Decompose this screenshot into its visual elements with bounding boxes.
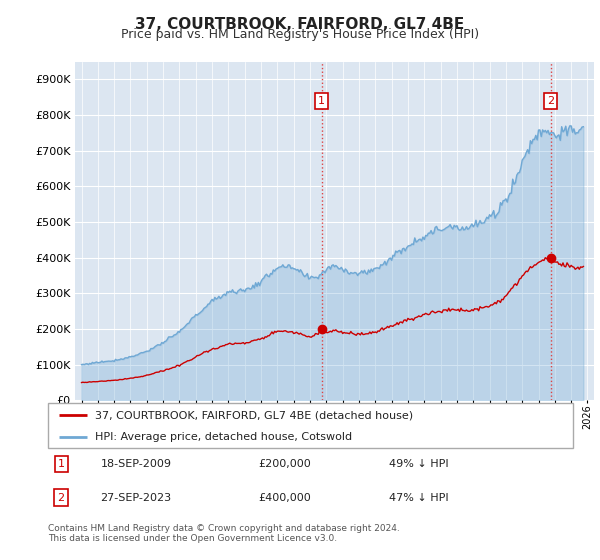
Text: £400,000: £400,000: [258, 492, 311, 502]
Text: Price paid vs. HM Land Registry's House Price Index (HPI): Price paid vs. HM Land Registry's House …: [121, 28, 479, 41]
Text: 47% ↓ HPI: 47% ↓ HPI: [389, 492, 449, 502]
Text: HPI: Average price, detached house, Cotswold: HPI: Average price, detached house, Cots…: [95, 432, 352, 442]
Text: 1: 1: [58, 459, 65, 469]
Text: £200,000: £200,000: [258, 459, 311, 469]
Text: 49% ↓ HPI: 49% ↓ HPI: [389, 459, 449, 469]
Text: 37, COURTBROOK, FAIRFORD, GL7 4BE: 37, COURTBROOK, FAIRFORD, GL7 4BE: [136, 17, 464, 32]
Text: 2: 2: [58, 492, 65, 502]
Text: 37, COURTBROOK, FAIRFORD, GL7 4BE (detached house): 37, COURTBROOK, FAIRFORD, GL7 4BE (detac…: [95, 410, 413, 421]
FancyBboxPatch shape: [48, 403, 573, 448]
Text: Contains HM Land Registry data © Crown copyright and database right 2024.
This d: Contains HM Land Registry data © Crown c…: [48, 524, 400, 543]
Text: 27-SEP-2023: 27-SEP-2023: [101, 492, 172, 502]
Text: 2: 2: [547, 96, 554, 106]
Text: 1: 1: [318, 96, 325, 106]
Text: 18-SEP-2009: 18-SEP-2009: [101, 459, 172, 469]
